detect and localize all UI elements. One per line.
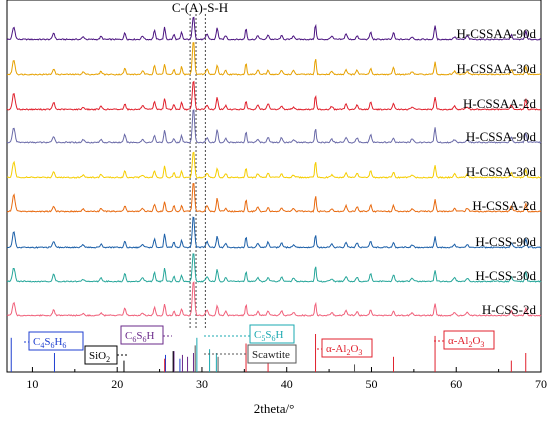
series-h-cssa-2d <box>6 183 542 213</box>
reference-phase-labels: C4S6H6 SiO2 C6S6H C5S6H <box>24 324 495 365</box>
series-label-h-css-2d: H-CSS-2d <box>482 302 537 317</box>
series-h-cssa-30d <box>6 151 542 179</box>
x-tick-label-10: 10 <box>26 377 38 391</box>
series-h-css-90d <box>6 216 542 249</box>
x-axis-title: 2theta/° <box>254 401 295 416</box>
x-tick-label-50: 50 <box>365 377 377 391</box>
legend-sio2: SiO2 <box>84 345 128 365</box>
series-label-h-cssa-30d: H-CSSA-30d <box>466 164 537 179</box>
svg-text:α-Al2O3: α-Al2O3 <box>326 343 362 357</box>
reference-dashed-lines <box>189 14 206 330</box>
series-labels: H-CSSAA-90d H-CSSAA-30d H-CSSAA-2d H-CSSA-9… <box>457 26 537 317</box>
svg-text:C6S6H: C6S6H <box>125 330 154 344</box>
series-label-h-cssaa-30d: H-CSSAA-30d <box>457 61 537 76</box>
x-tick-label-20: 20 <box>111 377 123 391</box>
series-label-h-css-90d: H-CSS-90d <box>475 234 536 249</box>
x-tick-label-70: 70 <box>535 377 547 391</box>
series-label-h-cssa-2d: H-CSSA-2d <box>472 198 536 213</box>
svg-text:SiO2: SiO2 <box>89 350 110 364</box>
x-tick-label-60: 60 <box>450 377 462 391</box>
plot-frame <box>6 0 542 373</box>
plot-area: H-CSSAA-90d H-CSSAA-30d H-CSSAA-2d H-CSSA-9… <box>6 0 547 391</box>
series-label-h-cssaa-90d: H-CSSAA-90d <box>457 26 537 41</box>
series-h-css-2d <box>6 281 542 317</box>
x-tick-label-40: 40 <box>281 377 293 391</box>
x-tick-label-30: 30 <box>196 377 208 391</box>
series-h-cssaa-30d <box>6 42 542 76</box>
series-label-h-cssa-90d: H-CSSA-90d <box>466 129 537 144</box>
legend-al2o3-b: α-Al2O3 <box>434 330 495 350</box>
legend-c6s6h: C6S6H <box>120 325 172 345</box>
series-group <box>6 16 542 317</box>
series-h-cssaa-2d <box>6 80 541 111</box>
svg-text:α-Al2O3: α-Al2O3 <box>448 335 484 349</box>
series-h-cssaa-90d <box>6 16 542 41</box>
annotation-casah: C-(A)-S-H <box>172 0 228 15</box>
series-h-cssa-90d <box>6 109 542 144</box>
legend-al2o3-a: α-Al2O3 <box>317 338 373 358</box>
series-h-css-30d <box>7 253 542 283</box>
series-label-h-css-30d: H-CSS-30d <box>475 268 536 283</box>
series-label-h-cssaa-2d: H-CSSAA-2d <box>463 96 536 111</box>
svg-text:C4S6H6: C4S6H6 <box>33 336 66 350</box>
legend-c4s6h6: C4S6H6 <box>24 331 84 351</box>
legend-c5s6h: C5S6H <box>204 324 295 344</box>
svg-text:Scawtite: Scawtite <box>252 349 290 361</box>
legend-scawtite: Scawtite <box>204 344 297 364</box>
x-axis-ticks: 10 20 30 40 50 60 70 <box>26 367 547 391</box>
svg-text:C5S6H: C5S6H <box>254 329 283 343</box>
reference-phase-lines <box>10 334 527 372</box>
